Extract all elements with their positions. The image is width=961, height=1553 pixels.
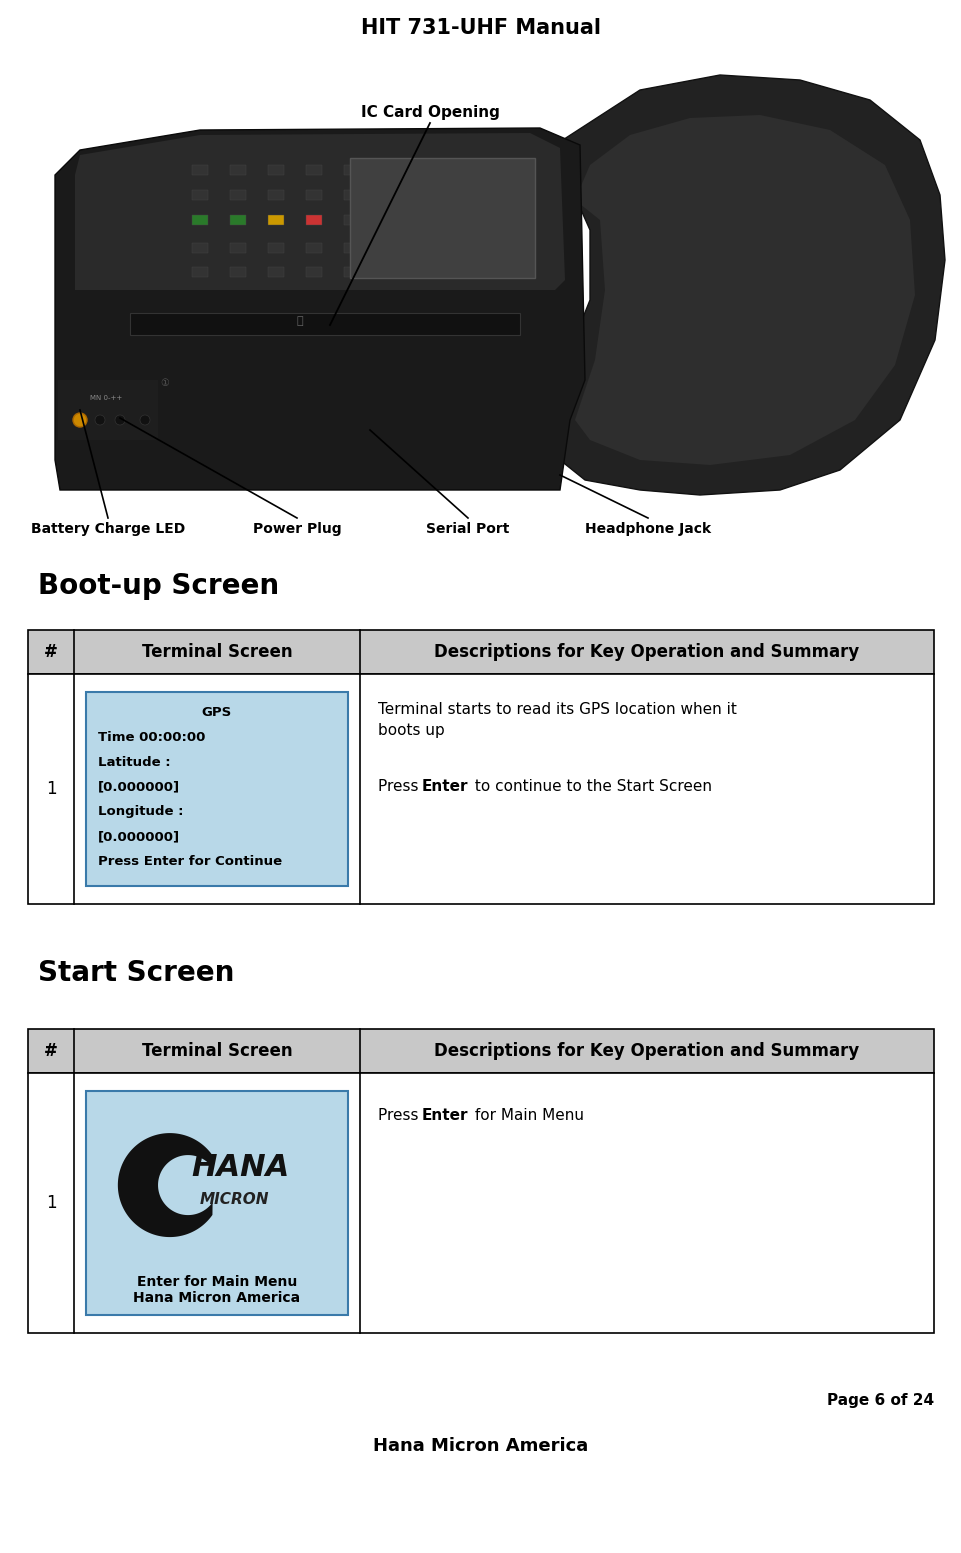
Text: #: # xyxy=(44,643,58,662)
Bar xyxy=(344,189,359,200)
Bar xyxy=(350,158,534,278)
Text: HIT 731-UHF Manual: HIT 731-UHF Manual xyxy=(360,19,601,37)
Polygon shape xyxy=(117,1134,212,1238)
Bar xyxy=(420,214,435,225)
Bar xyxy=(344,165,359,175)
Text: Terminal Screen: Terminal Screen xyxy=(141,643,292,662)
Text: Latitude :: Latitude : xyxy=(98,756,170,769)
Text: HANA: HANA xyxy=(191,1152,290,1182)
Text: IC Card Opening: IC Card Opening xyxy=(360,106,499,120)
Bar xyxy=(344,267,359,276)
Bar xyxy=(382,242,398,253)
Text: ①: ① xyxy=(160,377,169,388)
Polygon shape xyxy=(55,127,584,491)
Text: Press: Press xyxy=(378,1107,423,1123)
Text: [0.000000]: [0.000000] xyxy=(98,831,180,843)
Text: GPS: GPS xyxy=(202,707,232,719)
Bar xyxy=(192,267,208,276)
Bar xyxy=(306,267,322,276)
Bar xyxy=(192,214,208,225)
Circle shape xyxy=(115,415,125,426)
Polygon shape xyxy=(575,115,914,464)
Bar xyxy=(192,189,208,200)
Text: Hana Micron America: Hana Micron America xyxy=(134,1291,300,1305)
Bar xyxy=(382,189,398,200)
Bar xyxy=(268,165,283,175)
Bar xyxy=(230,214,246,225)
Text: Page 6 of 24: Page 6 of 24 xyxy=(826,1393,933,1409)
Bar xyxy=(306,165,322,175)
Bar xyxy=(58,380,158,439)
Text: 1: 1 xyxy=(45,780,57,798)
Bar xyxy=(28,1073,933,1332)
Circle shape xyxy=(140,415,150,426)
Text: Terminal starts to read its GPS location when it
boots up: Terminal starts to read its GPS location… xyxy=(378,702,736,738)
Bar xyxy=(86,693,348,887)
Bar xyxy=(130,314,520,335)
Text: Enter: Enter xyxy=(422,1107,468,1123)
Bar xyxy=(28,674,933,904)
Bar xyxy=(457,214,474,225)
Text: Headphone Jack: Headphone Jack xyxy=(584,522,710,536)
Bar xyxy=(382,165,398,175)
Text: Power Plug: Power Plug xyxy=(253,522,341,536)
Bar xyxy=(457,267,474,276)
Bar xyxy=(230,165,246,175)
Bar xyxy=(344,242,359,253)
Text: Enter: Enter xyxy=(422,780,468,794)
Circle shape xyxy=(73,413,86,427)
Bar xyxy=(28,631,933,674)
Text: Press Enter for Continue: Press Enter for Continue xyxy=(98,856,282,868)
Bar xyxy=(192,242,208,253)
Bar xyxy=(420,165,435,175)
Bar xyxy=(457,189,474,200)
Text: MICRON: MICRON xyxy=(200,1191,269,1207)
Bar xyxy=(306,214,322,225)
Text: Descriptions for Key Operation and Summary: Descriptions for Key Operation and Summa… xyxy=(434,1042,859,1061)
Text: Hana Micron America: Hana Micron America xyxy=(373,1437,588,1455)
Text: [0.000000]: [0.000000] xyxy=(98,781,180,794)
Text: Start Screen: Start Screen xyxy=(38,960,234,988)
Text: Serial Port: Serial Port xyxy=(426,522,509,536)
Text: 1: 1 xyxy=(45,1194,57,1211)
Bar xyxy=(230,267,246,276)
Bar xyxy=(382,214,398,225)
Text: Time 00:00:00: Time 00:00:00 xyxy=(98,731,205,744)
Text: #: # xyxy=(44,1042,58,1061)
Text: ␡: ␡ xyxy=(296,315,303,326)
Text: Boot-up Screen: Boot-up Screen xyxy=(38,572,279,599)
Bar xyxy=(382,267,398,276)
Bar xyxy=(344,214,359,225)
Text: Enter for Main Menu: Enter for Main Menu xyxy=(136,1275,297,1289)
Bar xyxy=(268,267,283,276)
Bar xyxy=(268,242,283,253)
Bar xyxy=(268,189,283,200)
Bar xyxy=(230,189,246,200)
Text: MN 0-++: MN 0-++ xyxy=(90,394,122,401)
Bar xyxy=(420,189,435,200)
Bar xyxy=(192,165,208,175)
Bar xyxy=(306,189,322,200)
Bar xyxy=(457,242,474,253)
Polygon shape xyxy=(75,134,564,290)
Bar xyxy=(28,1030,933,1073)
Text: Longitude :: Longitude : xyxy=(98,806,184,818)
Text: Terminal Screen: Terminal Screen xyxy=(141,1042,292,1061)
Circle shape xyxy=(95,415,105,426)
Bar xyxy=(268,214,283,225)
Polygon shape xyxy=(554,75,944,495)
Bar xyxy=(420,267,435,276)
Text: Descriptions for Key Operation and Summary: Descriptions for Key Operation and Summa… xyxy=(434,643,859,662)
Bar xyxy=(230,242,246,253)
Bar xyxy=(420,242,435,253)
Bar xyxy=(86,1092,348,1315)
Text: for Main Menu: for Main Menu xyxy=(470,1107,583,1123)
Text: to continue to the Start Screen: to continue to the Start Screen xyxy=(470,780,711,794)
Text: Battery Charge LED: Battery Charge LED xyxy=(31,522,185,536)
Bar xyxy=(306,242,322,253)
Bar xyxy=(457,165,474,175)
Text: Press: Press xyxy=(378,780,423,794)
